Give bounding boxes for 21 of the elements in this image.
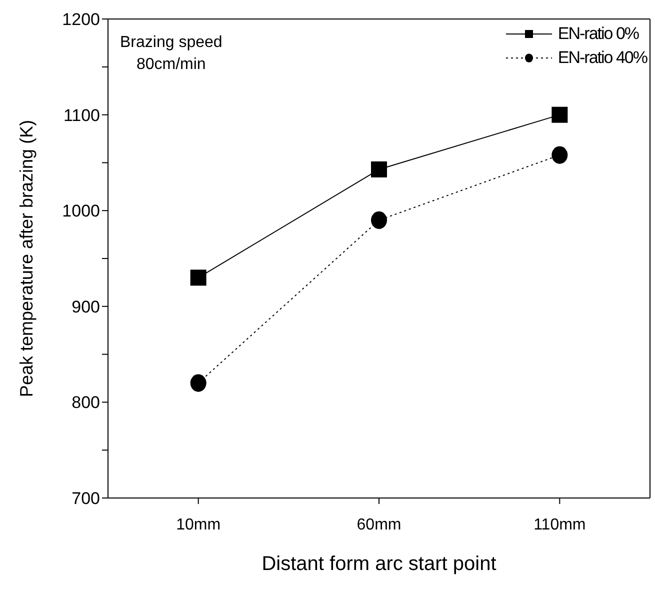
annotation: 80cm/min <box>135 55 207 75</box>
y-tick-label: 1200 <box>62 10 100 30</box>
point <box>371 161 387 178</box>
legend-label: EN-ratio 40% <box>558 48 647 68</box>
y-tick-label: 1000 <box>62 202 100 221</box>
x-axis-title: Distant form arc start point <box>262 553 497 575</box>
point <box>371 211 387 229</box>
point <box>552 146 568 164</box>
x-tick-label: 110mm <box>534 516 586 534</box>
y-tick-label: 900 <box>72 297 100 316</box>
y-tick-label: 800 <box>72 393 100 412</box>
x-tick-label: 60mm <box>356 516 402 534</box>
y-axis-title: Peak temperature after brazing (K) <box>16 120 36 398</box>
point <box>190 374 206 392</box>
x-tick-label: 10mm <box>176 516 221 534</box>
annotation: Brazing speed <box>120 33 222 53</box>
point <box>190 270 206 286</box>
y-tick-label: 700 <box>72 489 100 508</box>
y-tick-label: 1100 <box>63 106 100 125</box>
point <box>552 106 568 123</box>
legend-label: EN-ratio 0% <box>558 24 639 44</box>
